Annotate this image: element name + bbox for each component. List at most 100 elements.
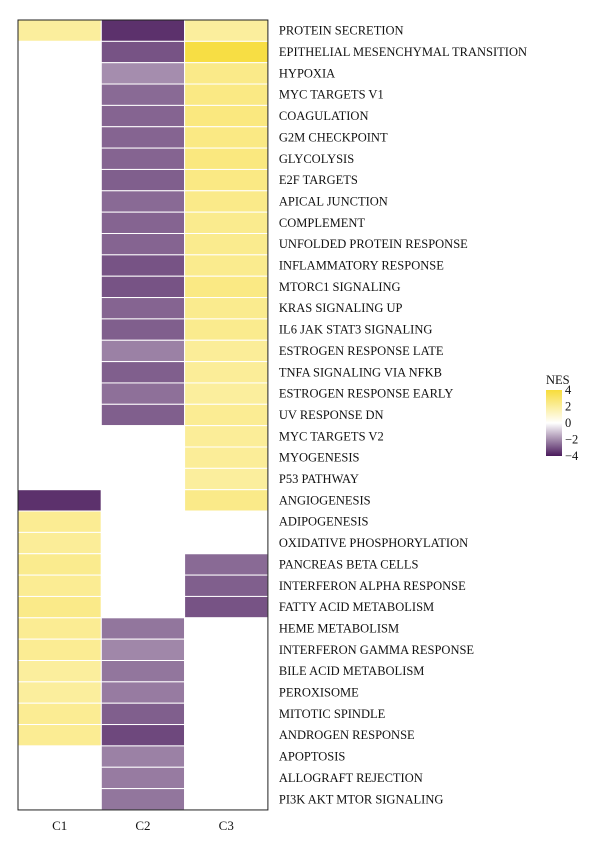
heatmap-cell	[184, 104, 269, 128]
heatmap-cell	[100, 233, 186, 256]
heatmap-cell	[100, 531, 186, 555]
heatmap-cell	[184, 510, 269, 533]
row-label: COAGULATION	[279, 109, 369, 123]
heatmap-cell	[100, 510, 186, 533]
heatmap-cell	[17, 19, 102, 42]
heatmap-cell	[100, 275, 186, 299]
row-label: MYOGENESIS	[279, 451, 360, 465]
heatmap-cell	[17, 638, 102, 662]
heatmap-cell	[184, 467, 269, 491]
heatmap-cell	[17, 62, 102, 85]
heatmap-cell	[100, 617, 186, 640]
heatmap-cell	[17, 275, 102, 299]
legend-tick-label: 4	[565, 383, 572, 397]
column-labels: C1 C2 C3	[52, 818, 234, 833]
heatmap-cell	[184, 211, 269, 234]
heatmap-cell	[17, 553, 102, 576]
heatmap-cell	[100, 382, 186, 405]
heatmap-cell	[17, 724, 102, 747]
heatmap-cell	[100, 403, 186, 427]
row-label: INTERFERON ALPHA RESPONSE	[279, 579, 466, 593]
heatmap-cell	[184, 617, 269, 640]
legend-title: NES	[546, 373, 570, 387]
row-label: MYC TARGETS V2	[279, 429, 384, 443]
legend-ticks: 4 2 0 −2 −4	[565, 383, 579, 463]
legend: NES 4 2 0 −2 −4	[546, 373, 579, 463]
row-label: PANCREAS BETA CELLS	[279, 557, 419, 571]
heatmap-cell	[184, 766, 269, 790]
row-label: APICAL JUNCTION	[279, 194, 388, 208]
heatmap-cell	[17, 766, 102, 790]
row-label: ESTROGEN RESPONSE EARLY	[279, 387, 453, 401]
heatmap-cell	[100, 339, 186, 363]
heatmap-cell	[184, 595, 269, 619]
heatmap-cell	[184, 638, 269, 662]
heatmap-cell	[100, 40, 186, 64]
heatmap-cell	[184, 446, 269, 469]
row-label: G2M CHECKPOINT	[279, 130, 388, 144]
heatmap-cell	[184, 382, 269, 405]
heatmap-cell	[100, 147, 186, 170]
heatmap-cell	[184, 19, 269, 42]
heatmap-cell	[184, 553, 269, 576]
legend-tick-label: −2	[565, 433, 578, 447]
heatmap-cell	[17, 788, 102, 811]
heatmap-cell	[17, 617, 102, 640]
heatmap-cell	[17, 425, 102, 448]
heatmap-cell	[184, 126, 269, 149]
heatmap-cell	[100, 361, 186, 384]
row-label: IL6 JAK STAT3 SIGNALING	[279, 323, 433, 337]
heatmap-cell	[100, 425, 186, 448]
row-label: HEME METABOLISM	[279, 621, 399, 635]
heatmap-cell	[17, 168, 102, 192]
heatmap-cell	[17, 126, 102, 149]
heatmap-cell	[100, 702, 186, 726]
row-label: UNFOLDED PROTEIN RESPONSE	[279, 237, 468, 251]
heatmap-cell	[184, 489, 269, 512]
heatmap-cell	[184, 168, 269, 192]
heatmap-cells	[17, 19, 269, 811]
row-label: INFLAMMATORY RESPONSE	[279, 259, 444, 273]
row-label: MTORC1 SIGNALING	[279, 280, 401, 294]
heatmap-cell	[17, 147, 102, 170]
heatmap-cell	[100, 126, 186, 149]
heatmap-cell	[17, 403, 102, 427]
heatmap-cell	[184, 297, 269, 320]
heatmap-cell	[17, 489, 102, 512]
heatmap-cell	[17, 40, 102, 64]
row-label: ESTROGEN RESPONSE LATE	[279, 344, 444, 358]
heatmap-cell	[184, 403, 269, 427]
heatmap-cell	[17, 702, 102, 726]
heatmap-cell	[17, 510, 102, 533]
heatmap-cell	[100, 745, 186, 768]
heatmap-cell	[17, 339, 102, 363]
legend-tick-label: 2	[565, 400, 571, 414]
row-label: INTERFERON GAMMA RESPONSE	[279, 643, 475, 657]
heatmap-cell	[184, 660, 269, 683]
heatmap-cell	[184, 254, 269, 277]
heatmap-cell	[17, 382, 102, 405]
heatmap-cell	[100, 446, 186, 469]
heatmap-cell	[17, 531, 102, 555]
row-label: PEROXISOME	[279, 686, 359, 700]
row-label: ANDROGEN RESPONSE	[279, 728, 415, 742]
row-label: FATTY ACID METABOLISM	[279, 600, 434, 614]
heatmap-cell	[100, 83, 186, 106]
heatmap-cell	[184, 62, 269, 85]
row-label: EPITHELIAL MESENCHYMAL TRANSITION	[279, 45, 527, 59]
heatmap-cell	[17, 574, 102, 597]
row-label: MITOTIC SPINDLE	[279, 707, 386, 721]
heatmap-cell	[184, 147, 269, 170]
heatmap-cell	[184, 425, 269, 448]
row-label: MYC TARGETS V1	[279, 88, 384, 102]
row-labels: PROTEIN SECRETION EPITHELIAL MESENCHYMAL …	[279, 24, 527, 807]
row-label: KRAS SIGNALING UP	[279, 301, 403, 315]
column-label: C1	[52, 818, 67, 833]
row-label: PROTEIN SECRETION	[279, 24, 404, 38]
heatmap-cell	[184, 275, 269, 299]
heatmap-cell	[184, 40, 269, 64]
heatmap-cell	[100, 190, 186, 213]
heatmap-cell	[184, 318, 269, 341]
heatmap-cell	[17, 681, 102, 704]
